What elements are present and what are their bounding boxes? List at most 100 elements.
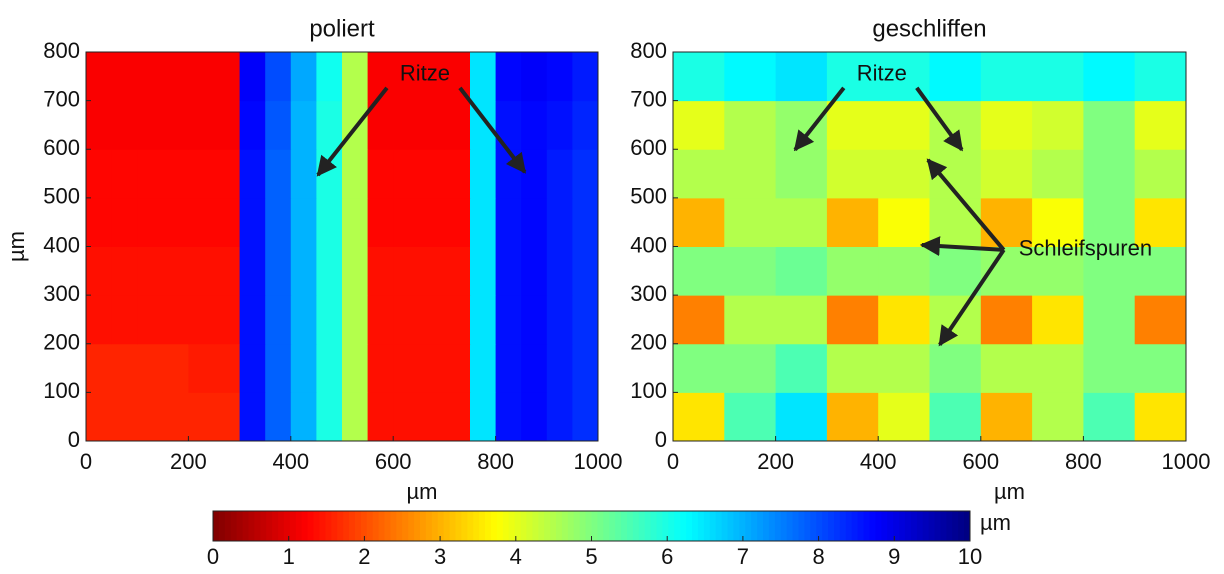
colorbar-tick-label: 5 [585, 544, 597, 569]
y-tick-label: 800 [43, 38, 80, 63]
colorbar-tick-label: 8 [812, 544, 824, 569]
heatmap-cell [546, 246, 573, 296]
heatmap-cell [188, 197, 215, 247]
colorbar-segment [266, 511, 273, 541]
x-tick-label: 400 [272, 449, 309, 474]
heatmap-cell [316, 52, 343, 102]
colorbar-segment [792, 511, 799, 541]
heatmap-cell [290, 295, 317, 345]
heatmap-cell [673, 246, 725, 296]
heatmap-cell [546, 52, 573, 102]
colorbar-segment [360, 511, 368, 541]
heatmap-cell [316, 392, 343, 442]
heatmap-cell [1083, 246, 1136, 296]
heatmap-cell [137, 149, 164, 199]
colorbar-segment [674, 511, 681, 541]
colorbar-segment [349, 511, 356, 541]
colorbar-segment [289, 511, 297, 541]
colorbar-segment [408, 511, 415, 541]
colorbar-tick-label: 0 [207, 544, 219, 569]
colorbar-segment [692, 511, 699, 541]
heatmap-cell [162, 197, 189, 247]
heatmap-cell [495, 246, 522, 296]
heatmap-cell [290, 52, 317, 102]
heatmap-cell [521, 149, 548, 199]
heatmap-cell [137, 295, 164, 345]
heatmap-cell [546, 295, 573, 345]
heatmap-cell [342, 392, 369, 442]
y-tick-label: 800 [630, 38, 667, 63]
colorbar-segment [952, 511, 959, 541]
heatmap-cell [342, 343, 369, 393]
heatmap-cell [86, 295, 113, 345]
heatmap-cell [1134, 295, 1187, 345]
heatmap-cell [495, 392, 522, 442]
colorbar-segment [372, 511, 380, 541]
heatmap-cell [724, 343, 777, 393]
x-tick-label: 800 [1065, 449, 1102, 474]
heatmap-cell [1083, 197, 1136, 247]
colorbar-segment [833, 511, 841, 541]
colorbar-segment [680, 511, 687, 541]
colorbar-segment [609, 511, 616, 541]
heatmap-cell [188, 100, 215, 150]
colorbar-segment [798, 511, 805, 541]
colorbar-segment [763, 511, 770, 541]
colorbar-tick-label: 7 [737, 544, 749, 569]
heatmap-cell [546, 197, 573, 247]
colorbar-segment [390, 511, 397, 541]
heatmap-cell [367, 149, 394, 199]
y-tick-label: 300 [630, 281, 667, 306]
heatmap-cell [724, 197, 777, 247]
heatmap-cell [673, 392, 725, 442]
colorbar-segment [887, 511, 894, 541]
heatmap-cell [572, 392, 599, 442]
heatmap-cell [137, 343, 164, 393]
heatmap-cell [1083, 392, 1136, 442]
annotation-arrow [919, 236, 1004, 257]
heatmap-cell [724, 246, 777, 296]
colorbar-segment [910, 511, 918, 541]
heatmap-cell [1032, 100, 1084, 150]
colorbar-tick-label: 2 [358, 544, 370, 569]
heatmap-cell [265, 392, 292, 442]
heatmap-cell [239, 100, 266, 150]
colorbar-segment [272, 511, 279, 541]
heatmap-cell [1032, 343, 1084, 393]
heatmap-cell [418, 149, 445, 199]
heatmap-cell [290, 392, 317, 442]
heatmap-cell [393, 295, 420, 345]
colorbar-segment [946, 511, 953, 541]
heatmap-cell [775, 343, 828, 393]
heatmap-cell [393, 100, 420, 150]
x-tick-label: 1000 [574, 449, 623, 474]
heatmap-cell [342, 197, 369, 247]
colorbar-segment [236, 511, 244, 541]
heatmap-cell [393, 246, 420, 296]
colorbar-segment [810, 511, 817, 541]
heatmap-cell [1083, 149, 1136, 199]
colorbar-segment [916, 511, 924, 541]
heatmap-cell [162, 295, 189, 345]
heatmap-cell [1134, 149, 1187, 199]
heatmap-cell [111, 52, 138, 102]
colorbar-segment [218, 511, 226, 541]
heatmap-cell [393, 343, 420, 393]
colorbar-segment [544, 511, 551, 541]
annotation-arrow [316, 86, 389, 177]
colorbar-segment [319, 511, 326, 541]
colorbar-segment [414, 511, 421, 541]
colorbar-segment [816, 511, 823, 541]
colorbar-segment [922, 511, 930, 541]
heatmap-cell [367, 246, 394, 296]
colorbar-segment [780, 511, 788, 541]
heatmap-cell [86, 392, 113, 442]
colorbar-segment [668, 511, 675, 541]
heatmap-cell [826, 197, 879, 247]
colorbar-segment [556, 511, 563, 541]
heatmap-cell [342, 246, 369, 296]
heatmap-cell [470, 343, 497, 393]
colorbar-segment [213, 511, 220, 541]
heatmap-cell [572, 149, 599, 199]
